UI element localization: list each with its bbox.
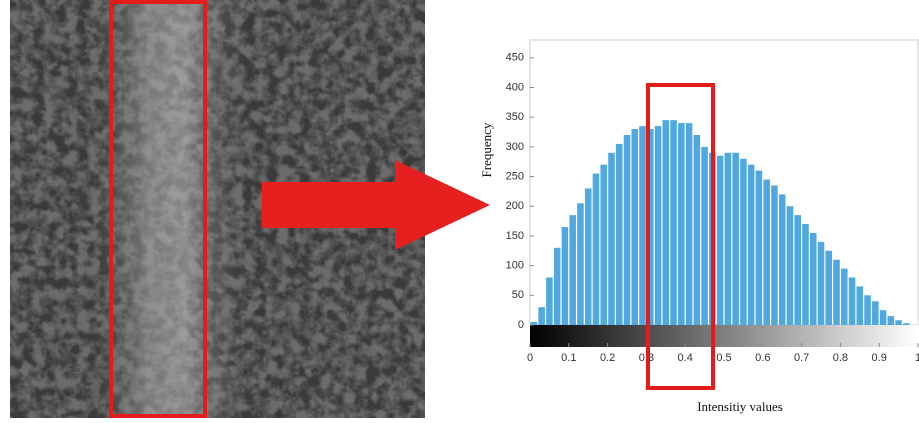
y-tick-label: 350 (506, 111, 524, 123)
bar (895, 320, 902, 325)
bar (546, 278, 553, 326)
bar (717, 156, 724, 325)
bar (872, 301, 879, 325)
bar (864, 295, 871, 325)
bar (701, 147, 708, 325)
bar (732, 153, 739, 325)
bar (531, 322, 538, 325)
bar (577, 203, 584, 325)
bar (631, 129, 638, 325)
y-tick-label: 150 (506, 230, 524, 242)
x-tick-label: 0.7 (794, 352, 809, 364)
x-tick-label: 0.6 (755, 352, 770, 364)
y-tick-label: 100 (506, 260, 524, 272)
bar (663, 120, 670, 325)
y-tick-label: 400 (506, 81, 524, 93)
bar (616, 144, 623, 325)
bar (763, 180, 770, 325)
bar (538, 307, 545, 325)
y-tick-label: 50 (512, 289, 524, 301)
bar (903, 323, 910, 325)
bar (794, 215, 801, 325)
x-tick-label: 0.8 (833, 352, 848, 364)
bar (725, 153, 732, 325)
bar (600, 165, 607, 325)
figure: Frequency Intensitiy values 0 50 100 150 200… (0, 0, 919, 423)
bar (825, 251, 832, 325)
bar (880, 310, 887, 325)
bar (678, 123, 685, 325)
bar (802, 224, 809, 325)
bar (694, 135, 701, 325)
y-tick-label: 200 (506, 200, 524, 212)
bar (771, 185, 778, 325)
bar (818, 242, 825, 325)
bar (849, 278, 856, 326)
bar (655, 126, 662, 325)
y-axis-label: Frequency (479, 122, 494, 177)
x-tick-label: 0 (527, 352, 533, 364)
x-tick-label: 0.5 (716, 352, 731, 364)
bar (740, 159, 747, 325)
y-tick-label: 250 (506, 170, 524, 182)
y-tick-label: 450 (506, 52, 524, 64)
bar (779, 194, 786, 325)
bar (608, 153, 615, 325)
bar (686, 123, 693, 325)
bar (833, 260, 840, 325)
bar (748, 165, 755, 325)
x-tick-label: 1 (915, 352, 919, 364)
y-tick-label: 300 (506, 141, 524, 153)
bar (639, 126, 646, 325)
bar (857, 286, 864, 325)
bar (562, 227, 569, 325)
bar (787, 206, 794, 325)
bar (624, 135, 631, 325)
y-tick-label: 0 (518, 319, 524, 331)
bar (756, 171, 763, 325)
x-tick-label: 0.9 (872, 352, 887, 364)
bar (585, 188, 592, 325)
x-tick-label: 0.2 (600, 352, 615, 364)
bar (670, 120, 677, 325)
bar (593, 174, 600, 325)
bar (810, 233, 817, 325)
bar (888, 316, 895, 325)
x-axis-label: Intensitiy values (697, 399, 783, 414)
bar (841, 269, 848, 325)
bar (554, 248, 561, 325)
x-tick-label: 0.1 (561, 352, 576, 364)
bar (569, 215, 576, 325)
x-tick-label: 0.4 (678, 352, 693, 364)
